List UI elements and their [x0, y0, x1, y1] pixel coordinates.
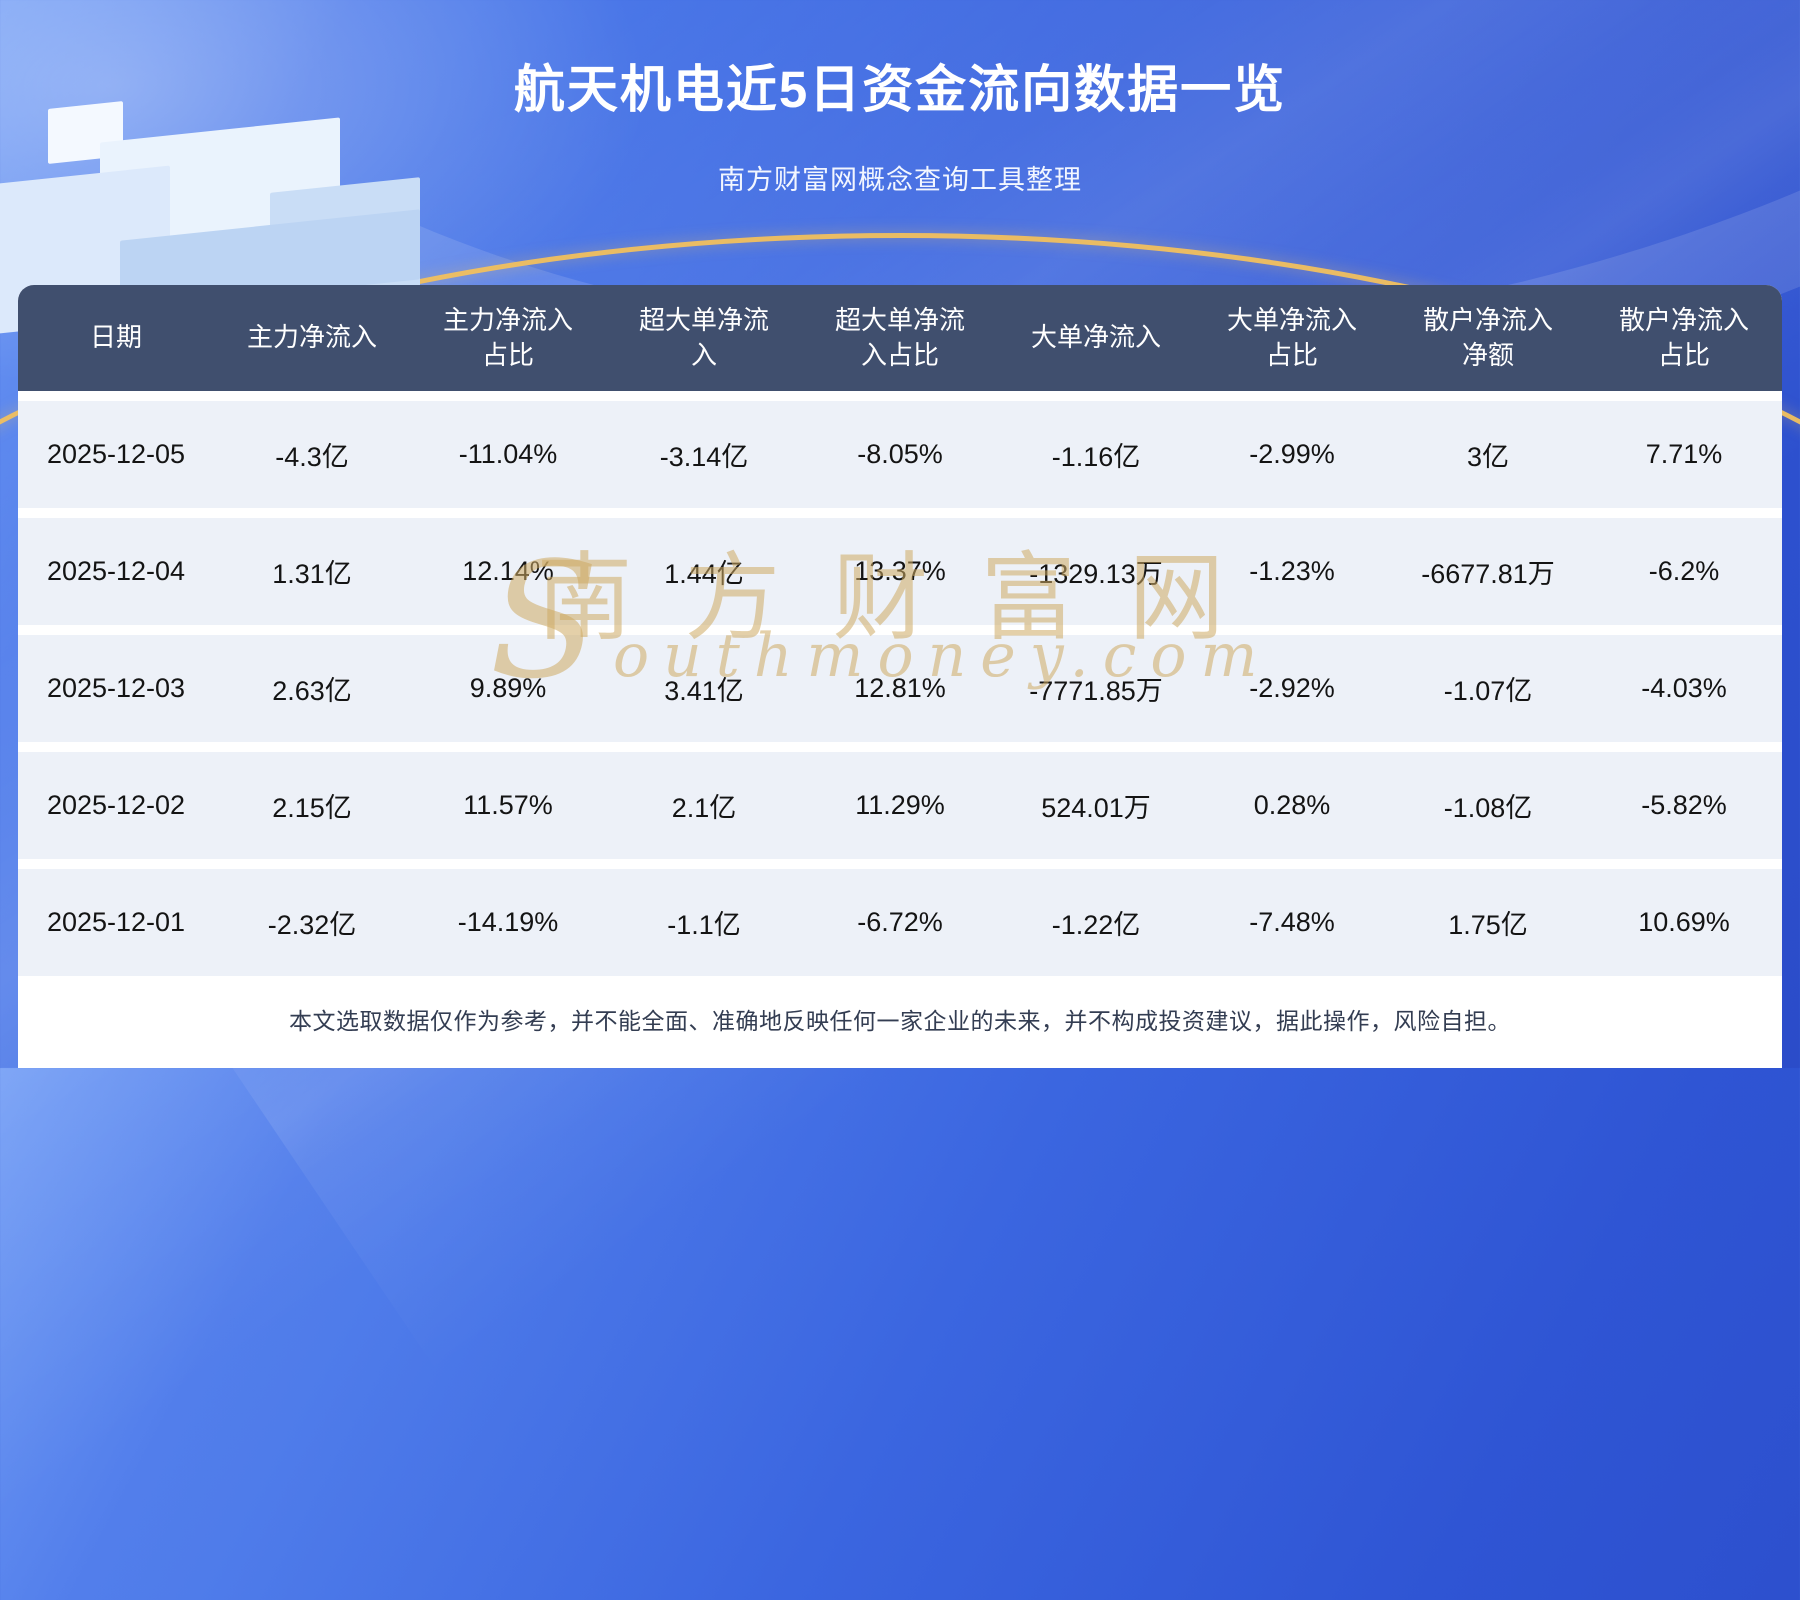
column-header-main-net-inflow: 主力净流入: [246, 322, 377, 353]
value-cell: -2.92%: [1249, 673, 1335, 703]
value-cell: -11.04%: [458, 439, 558, 469]
value-cell: 3亿: [1466, 442, 1510, 472]
value-cell: 1.31亿: [272, 559, 352, 589]
value-cell: -6677.81万: [1421, 559, 1555, 589]
value-cell: 7.71%: [1645, 439, 1723, 469]
date-cell: 2025-12-05: [46, 439, 186, 469]
column-header-main-net-inflow-pct: 主力净流入 占比: [442, 304, 573, 370]
value-cell: -1.1亿: [667, 910, 741, 940]
value-cell: 1.75亿: [1448, 910, 1528, 940]
date-cell: 2025-12-04: [46, 556, 186, 586]
value-cell: -8.05%: [857, 439, 943, 469]
table-row: 2025-12-05 -4.3亿 -11.04% -3.14亿 -8.05% -…: [18, 401, 1782, 508]
value-cell: -1.23%: [1249, 556, 1335, 586]
table-header-row: 日期 主力净流入 主力净流入 占比 超大单净流 入 超大单净流 入占比 大单净流…: [18, 285, 1782, 391]
column-header-large-net-inflow-pct: 大单净流入 占比: [1226, 304, 1357, 370]
column-header-date: 日期: [89, 322, 142, 353]
column-header-retail-net-inflow-pct: 散户净流入 占比: [1618, 304, 1749, 370]
table-body: 2025-12-05 -4.3亿 -11.04% -3.14亿 -8.05% -…: [18, 391, 1782, 976]
column-header-xlarge-net-inflow-pct: 超大单净流 入占比: [834, 304, 965, 370]
data-card: 日期 主力净流入 主力净流入 占比 超大单净流 入 超大单净流 入占比 大单净流…: [18, 285, 1782, 1068]
column-header-large-net-inflow: 大单净流入: [1030, 322, 1161, 353]
value-cell: 11.29%: [855, 790, 945, 820]
value-cell: 2.63亿: [272, 676, 352, 706]
table-row: 2025-12-03 2.63亿 9.89% 3.41亿 12.81% -777…: [18, 635, 1782, 742]
value-cell: 1.44亿: [664, 559, 744, 589]
table-row: 2025-12-02 2.15亿 11.57% 2.1亿 11.29% 524.…: [18, 752, 1782, 859]
value-cell: -4.03%: [1641, 673, 1727, 703]
value-cell: -6.2%: [1648, 556, 1720, 586]
value-cell: 12.81%: [854, 673, 946, 703]
page-header: 航天机电近5日资金流向数据一览 南方财富网概念查询工具整理: [0, 0, 1800, 197]
value-cell: -2.99%: [1249, 439, 1335, 469]
value-cell: 2.1亿: [671, 793, 737, 823]
date-cell: 2025-12-03: [46, 673, 186, 703]
value-cell: -1329.13万: [1029, 559, 1163, 589]
value-cell: 3.41亿: [664, 676, 744, 706]
value-cell: 10.69%: [1638, 907, 1730, 937]
value-cell: -6.72%: [857, 907, 943, 937]
disclaimer-text: 本文选取数据仅作为参考，并不能全面、准确地反映任何一家企业的未来，并不构成投资建…: [289, 1008, 1511, 1034]
value-cell: -3.14亿: [659, 442, 749, 472]
value-cell: -7.48%: [1249, 907, 1335, 937]
value-cell: -1.08亿: [1443, 793, 1533, 823]
fund-flow-table: 日期 主力净流入 主力净流入 占比 超大单净流 入 超大单净流 入占比 大单净流…: [18, 285, 1782, 976]
value-cell: 524.01万: [1041, 793, 1151, 823]
column-header-retail-net-inflow: 散户净流入 净额: [1422, 304, 1553, 370]
value-cell: -5.82%: [1641, 790, 1727, 820]
value-cell: 0.28%: [1253, 790, 1331, 820]
value-cell: 9.89%: [469, 673, 547, 703]
page-subtitle: 南方财富网概念查询工具整理: [718, 165, 1082, 196]
page-title: 航天机电近5日资金流向数据一览: [513, 61, 1287, 118]
date-cell: 2025-12-01: [46, 907, 186, 937]
value-cell: -4.3亿: [275, 442, 349, 472]
value-cell: -2.32亿: [267, 910, 357, 940]
value-cell: 12.14%: [462, 556, 554, 586]
value-cell: -1.07亿: [1443, 676, 1533, 706]
value-cell: -14.19%: [457, 907, 559, 937]
value-cell: 11.57%: [463, 790, 553, 820]
table-row: 2025-12-04 1.31亿 12.14% 1.44亿 13.37% -13…: [18, 518, 1782, 625]
value-cell: -1.16亿: [1051, 442, 1141, 472]
value-cell: -7771.85万: [1029, 676, 1163, 706]
date-cell: 2025-12-02: [46, 790, 186, 820]
value-cell: 13.37%: [854, 556, 946, 586]
column-header-xlarge-net-inflow: 超大单净流 入: [638, 304, 769, 370]
value-cell: 2.15亿: [272, 793, 352, 823]
table-row: 2025-12-01 -2.32亿 -14.19% -1.1亿 -6.72% -…: [18, 869, 1782, 976]
value-cell: -1.22亿: [1051, 910, 1141, 940]
